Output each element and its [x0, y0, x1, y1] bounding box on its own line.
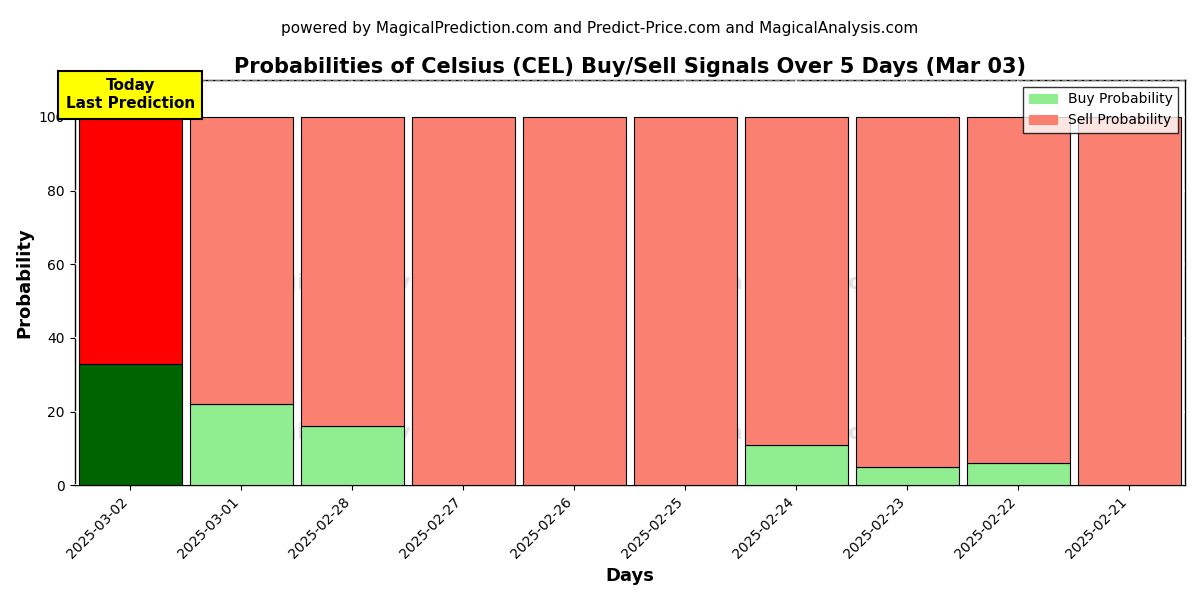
Bar	[78, 364, 182, 485]
Text: powered by MagicalPrediction.com and Predict-Price.com and MagicalAnalysis.com: powered by MagicalPrediction.com and Pre…	[281, 21, 919, 36]
Text: MagicalPrediction.com: MagicalPrediction.com	[654, 272, 940, 293]
Bar	[856, 117, 959, 467]
Bar	[412, 117, 515, 485]
Legend: Buy Probability, Sell Probability: Buy Probability, Sell Probability	[1024, 87, 1178, 133]
Title: Probabilities of Celsius (CEL) Buy/Sell Signals Over 5 Days (Mar 03): Probabilities of Celsius (CEL) Buy/Sell …	[234, 57, 1026, 77]
Bar	[745, 117, 848, 445]
Bar	[967, 463, 1070, 485]
Y-axis label: Probability: Probability	[16, 227, 34, 338]
Bar	[1078, 117, 1181, 485]
Bar	[634, 117, 737, 485]
Text: MagicalAnalysis.com: MagicalAnalysis.com	[244, 272, 505, 293]
Bar	[745, 445, 848, 485]
Bar	[78, 117, 182, 364]
Bar	[523, 117, 626, 485]
Text: MagicalPrediction.com: MagicalPrediction.com	[654, 422, 940, 443]
Bar	[190, 117, 293, 404]
Text: MagicalAnalysis.com: MagicalAnalysis.com	[244, 422, 505, 443]
Bar	[967, 117, 1070, 463]
Text: Today
Last Prediction: Today Last Prediction	[66, 79, 194, 111]
Bar	[301, 427, 404, 485]
Bar	[190, 404, 293, 485]
Bar	[856, 467, 959, 485]
X-axis label: Days: Days	[605, 567, 654, 585]
Bar	[301, 117, 404, 427]
